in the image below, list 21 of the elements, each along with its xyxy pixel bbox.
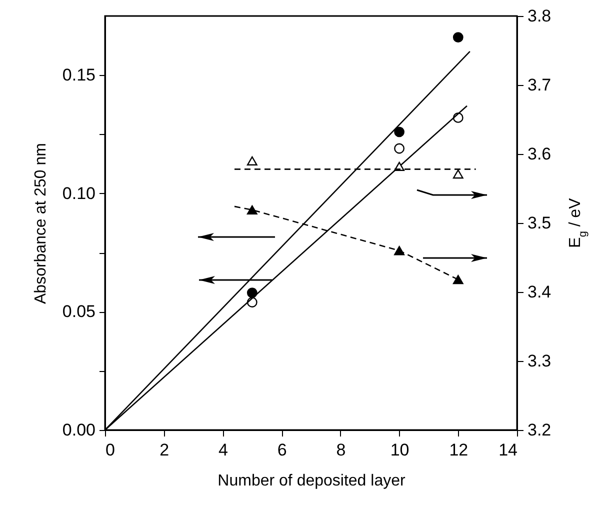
y2-tick-label: 3.6 (528, 144, 552, 164)
x-tick-label: 8 (336, 440, 346, 460)
y-tick-label: 0.10 (62, 184, 96, 203)
y2-tick-label: 3.4 (528, 282, 552, 302)
x-tick-label: 0 (106, 440, 115, 460)
y2-tick-label: 3.5 (528, 214, 552, 232)
x-tick-label: 6 (277, 440, 287, 460)
y2-tick-label: 3.8 (528, 6, 552, 26)
y-axis-title: Absorbance at 250 nm (32, 143, 50, 304)
x-tick-label: 12 (449, 440, 468, 460)
x-tick-label: 2 (160, 440, 170, 460)
y2-tick-label: 3.2 (528, 420, 552, 440)
x-tick-label: 4 (218, 440, 228, 460)
y-tick-label: 0.05 (62, 302, 96, 322)
y2-tick-label: 3.3 (528, 352, 552, 370)
x-tick-label: 14 (498, 440, 518, 460)
x-tick-label: 10 (390, 440, 410, 460)
x-axis-title: Number of deposited layer (218, 472, 406, 490)
y2-tick-label: 3.7 (528, 76, 552, 94)
y-tick-label: 0.15 (62, 66, 96, 85)
y-tick-label: 0.00 (62, 420, 96, 440)
